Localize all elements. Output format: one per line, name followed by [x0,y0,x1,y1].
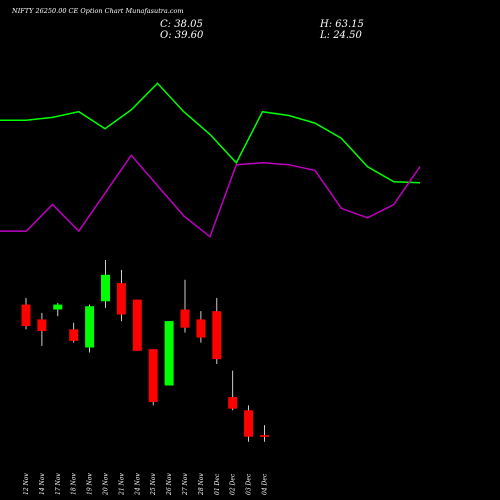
candle-body [116,283,126,315]
x-tick-label: 21 Nov [118,473,125,496]
candle-body [37,319,47,331]
candle [37,312,47,346]
candle [116,269,126,322]
candle [260,425,269,442]
candle-body [228,397,238,409]
candle-body [101,274,110,302]
chart-title: NIFTY 26250.00 CE Option Chart Munafasut… [11,7,184,15]
upper-indicator-panel [0,82,421,238]
candle-body [164,321,174,386]
indicator-line-2 [0,154,421,238]
close-readout: C: 38.05 [160,19,203,30]
x-tick-label: 28 Nov [198,473,205,496]
x-tick-label: 18 Nov [71,473,78,495]
candle-body [69,329,79,341]
candle-body [196,319,206,338]
x-tick-label: 26 Nov [166,473,173,496]
candle [21,297,31,330]
candlestick-panel [21,259,269,442]
candle-body [53,304,63,310]
x-tick-label: 14 Nov [39,473,46,495]
x-tick-label: 19 Nov [87,473,94,495]
candle-body [180,309,190,328]
x-tick-label: 12 Nov [23,473,30,495]
candle [164,321,174,386]
candle-body [132,299,142,351]
candle-body [21,304,31,327]
candle [69,322,79,343]
x-tick-label: 03 Dec [246,473,253,495]
x-tick-label: 01 Dec [214,473,221,495]
candle [228,370,238,411]
candle-body [260,435,269,437]
candle-body [148,349,158,403]
x-tick-label: 25 Nov [150,473,157,496]
x-tick-label: 17 Nov [55,473,62,495]
indicator-line-1 [0,82,421,184]
candle [180,279,190,333]
x-tick-label: 27 Nov [182,473,189,496]
candle [132,299,142,351]
high-readout: H: 63.15 [319,19,364,30]
candle [53,302,63,317]
candle-body [85,306,95,348]
candle [212,297,222,365]
candle [85,304,95,353]
candle-body [244,410,254,437]
x-tick-label: 24 Nov [134,473,141,496]
x-tick-label: 04 Dec [262,473,269,495]
candle-body [212,311,222,360]
x-tick-label: 02 Dec [230,473,237,495]
candle [244,405,254,442]
x-tick-label: 20 Nov [103,473,110,496]
candle [101,259,110,308]
candle [196,311,206,343]
candle [148,349,158,406]
low-readout: L: 24.50 [319,30,362,41]
x-axis-tick-labels: 12 Nov 14 Nov 17 Nov 18 Nov 19 Nov 20 Nov 21 N… [23,473,269,496]
open-readout: O: 39.60 [160,30,204,41]
